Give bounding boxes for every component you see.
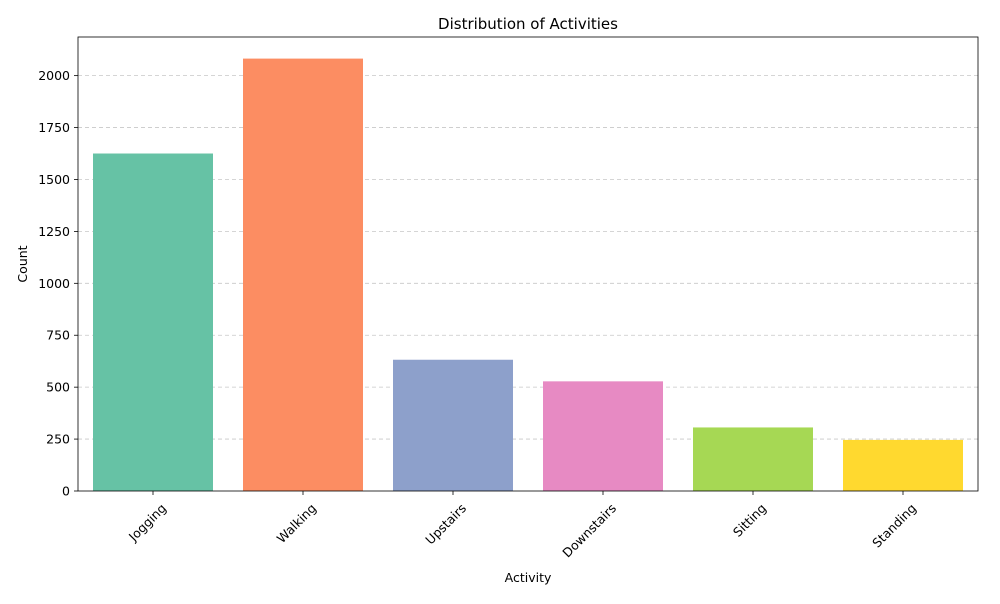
bar-downstairs <box>543 381 663 491</box>
x-axis-label: Activity <box>505 570 552 585</box>
x-tick-label: Downstairs <box>559 501 619 561</box>
plot-frame <box>77 36 979 492</box>
y-axis-ticks: 0 250 500 750 1000 1250 1500 1750 2000 <box>38 68 78 499</box>
y-tick-label: 500 <box>46 380 70 395</box>
chart-title: Distribution of Activities <box>438 15 618 33</box>
x-tick-label: Walking <box>274 501 319 546</box>
y-tick-label: 1000 <box>38 276 70 291</box>
gridlines <box>78 75 978 440</box>
x-tick-label: Jogging <box>125 501 169 545</box>
bar-upstairs <box>393 359 513 491</box>
y-tick-label: 1750 <box>38 120 70 135</box>
y-tick-label: 1250 <box>38 224 70 239</box>
bar-standing <box>843 439 963 491</box>
y-tick-label: 750 <box>46 328 70 343</box>
y-tick-label: 0 <box>62 484 70 499</box>
y-tick-label: 250 <box>46 432 70 447</box>
bar-sitting <box>693 427 813 491</box>
x-axis-ticks: Jogging Walking Upstairs Downstairs Sitting S… <box>125 491 919 560</box>
bar-jogging <box>93 153 213 492</box>
x-tick-label: Standing <box>869 501 919 551</box>
y-tick-label: 2000 <box>38 68 70 83</box>
y-axis-label: Count <box>15 245 30 282</box>
x-tick-label: Upstairs <box>422 501 469 548</box>
bars <box>93 58 963 492</box>
x-tick-label: Sitting <box>730 501 769 540</box>
y-tick-label: 1500 <box>38 172 70 187</box>
bar-walking <box>243 58 363 491</box>
